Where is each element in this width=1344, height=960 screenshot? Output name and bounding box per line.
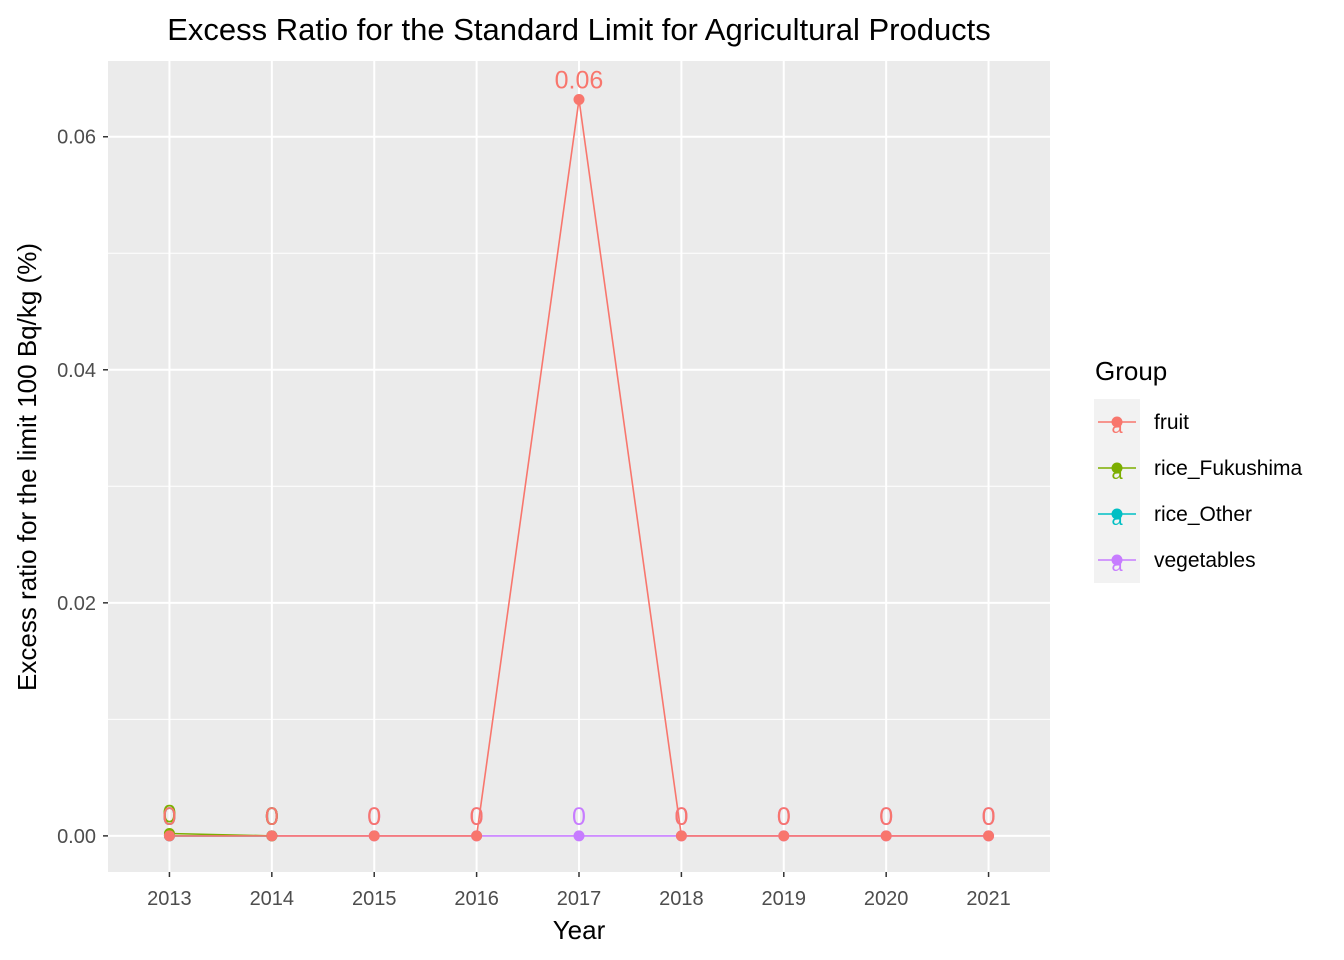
data-point-fruit <box>983 830 995 842</box>
x-tick-label: 2020 <box>864 888 909 910</box>
legend-label-vegetables: vegetables <box>1154 549 1256 572</box>
data-point-fruit <box>675 830 687 842</box>
x-tick-label: 2014 <box>250 888 295 910</box>
data-label-fruit: 0 <box>367 803 381 831</box>
data-label-fruit: 0 <box>982 803 996 831</box>
data-point-fruit <box>266 830 278 842</box>
x-tick-label: 2013 <box>147 888 192 910</box>
data-label-vegetables: 0 <box>367 803 381 831</box>
data-label-fruit: 0 <box>674 803 688 831</box>
x-tick-label: 2019 <box>762 888 807 910</box>
data-point-fruit <box>573 93 585 105</box>
x-axis-title: Year <box>553 915 606 945</box>
data-label-rice-other: 0 <box>265 803 279 831</box>
data-label-vegetables: 0 <box>162 803 176 831</box>
y-axis: 0.00 0.02 0.04 0.06 <box>57 127 108 848</box>
data-point-vegetables <box>573 830 585 842</box>
y-tick-label: 0.04 <box>57 360 96 382</box>
y-tick-label: 0.00 <box>57 826 96 848</box>
data-label-fruit: 0 <box>777 803 791 831</box>
legend-label-fruit: fruit <box>1154 411 1189 434</box>
data-label-vegetables: 0 <box>982 803 996 831</box>
series-points <box>163 93 995 842</box>
data-point-fruit <box>880 830 892 842</box>
data-label-vegetables: 0 <box>470 803 484 831</box>
x-tick-label: 2021 <box>966 888 1011 910</box>
data-label-vegetables: 0 <box>572 803 586 831</box>
legend-key-point-fruit <box>1111 416 1123 428</box>
data-label-rice-fukushima: 0 <box>265 803 279 831</box>
legend-label-rice-fukushima: rice_Fukushima <box>1154 457 1303 480</box>
x-tick-label: 2016 <box>454 888 499 910</box>
data-point-fruit <box>471 830 483 842</box>
legend-key-point-rice-fukushima <box>1111 462 1123 474</box>
legend-key-point-vegetables <box>1111 554 1123 566</box>
y-axis-title: Excess ratio for the limit 100 Bq/kg (%) <box>12 243 42 691</box>
data-label-vegetables: 0 <box>777 803 791 831</box>
data-label-fruit: 0 <box>162 803 176 831</box>
legend-key-glyph-vegetables: a <box>1111 554 1123 576</box>
data-label-vegetables: 0 <box>265 803 279 831</box>
data-label-fruit: 0.06 <box>555 66 604 94</box>
legend-key-glyph-rice-fukushima: a <box>1111 462 1123 484</box>
x-tick-label: 2018 <box>659 888 704 910</box>
data-labels: 0 0 0 0 0 0 0 0 00 00 00 0 0 00.060 0 0 0 <box>162 66 995 830</box>
data-point-fruit <box>778 830 790 842</box>
data-label-rice-other: 0 <box>162 803 176 831</box>
data-point-fruit <box>368 830 380 842</box>
data-label-fruit: 0 <box>879 803 893 831</box>
major-gridlines <box>108 61 1050 872</box>
x-tick-label: 2015 <box>352 888 397 910</box>
y-tick-label: 0.02 <box>57 593 96 615</box>
legend-key-point-rice-other <box>1111 508 1123 520</box>
data-label-rice-fukushima: 0 <box>162 801 176 829</box>
legend-key-glyph-rice-other: a <box>1111 508 1123 530</box>
x-axis: 2013 2014 2015 2016 2017 2018 2019 2020 2021 <box>147 872 1011 910</box>
data-label-vegetables: 0 <box>879 803 893 831</box>
data-point-fruit <box>163 830 175 842</box>
data-label-vegetables: 0 <box>674 803 688 831</box>
y-tick-label: 0.06 <box>57 127 96 149</box>
chart-title: Excess Ratio for the Standard Limit for … <box>167 12 991 47</box>
legend-title: Group <box>1095 356 1167 386</box>
data-label-fruit: 0 <box>470 803 484 831</box>
legend-label-rice-other: rice_Other <box>1154 503 1252 526</box>
legend-key-glyph-fruit: a <box>1111 416 1123 438</box>
data-label-fruit: 0 <box>265 803 279 831</box>
x-tick-label: 2017 <box>557 888 602 910</box>
